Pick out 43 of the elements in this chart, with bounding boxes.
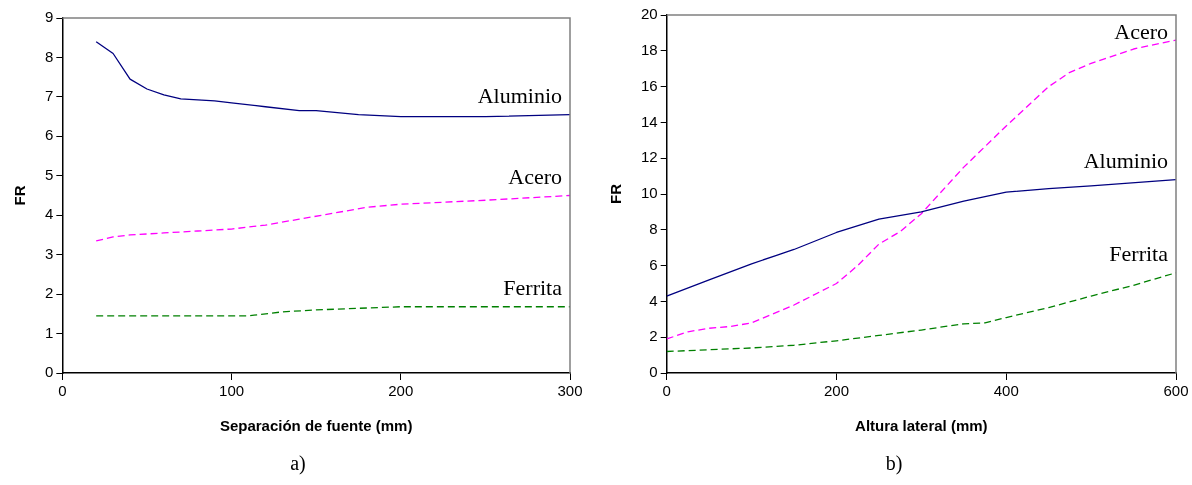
series-label: Acero xyxy=(508,163,562,189)
text: a) xyxy=(289,452,307,475)
y-axis-title: FR xyxy=(11,185,29,206)
y-tick-label: 2 xyxy=(649,327,658,345)
y-tick-label: 8 xyxy=(45,47,54,65)
x-tick-label: 300 xyxy=(557,382,583,400)
x-tick-label: 600 xyxy=(1163,382,1189,400)
x-axis-title: Altura lateral (mm) xyxy=(855,417,988,435)
x-tick-label: 200 xyxy=(823,382,849,400)
y-tick-label: 6 xyxy=(45,126,54,144)
x-tick-label: 0 xyxy=(58,382,67,400)
y-tick-label: 14 xyxy=(641,112,658,130)
y-tick-label: 1 xyxy=(45,323,54,341)
y-tick-label: 12 xyxy=(641,148,658,166)
y-tick-label: 10 xyxy=(641,184,658,202)
series-label: Acero xyxy=(1114,19,1168,44)
y-tick-label: 2 xyxy=(45,284,54,302)
x-tick-label: 400 xyxy=(993,382,1019,400)
x-tick-label: 200 xyxy=(388,382,414,400)
y-tick-label: 4 xyxy=(649,291,658,309)
series-label: Ferrita xyxy=(1109,240,1169,266)
y-tick-label: 0 xyxy=(45,363,54,381)
y-tick-label: 16 xyxy=(641,76,658,94)
text: b) xyxy=(884,452,904,475)
y-tick-label: 0 xyxy=(649,363,658,381)
series-label: Aluminio xyxy=(477,82,562,108)
y-tick-label: 9 xyxy=(45,8,54,26)
y-tick-label: 5 xyxy=(45,165,54,183)
y-tick-label: 20 xyxy=(641,5,658,23)
y-tick-label: 6 xyxy=(649,255,658,273)
line-series xyxy=(95,194,570,242)
x-axis-title: Separación de fuente (mm) xyxy=(219,417,413,435)
y-tick-label: 4 xyxy=(45,205,54,223)
x-tick-label: 0 xyxy=(662,382,671,400)
y-tick-label: 8 xyxy=(649,219,658,237)
y-tick-label: 3 xyxy=(45,244,54,262)
y-tick-label: 7 xyxy=(45,87,54,105)
y-axis-title: FR xyxy=(607,183,625,204)
line-series xyxy=(666,39,1176,340)
x-tick-label: 100 xyxy=(219,382,245,400)
series-label: Aluminio xyxy=(1083,147,1168,173)
y-tick-label: 18 xyxy=(641,40,658,58)
series-label: Ferrita xyxy=(503,274,563,300)
